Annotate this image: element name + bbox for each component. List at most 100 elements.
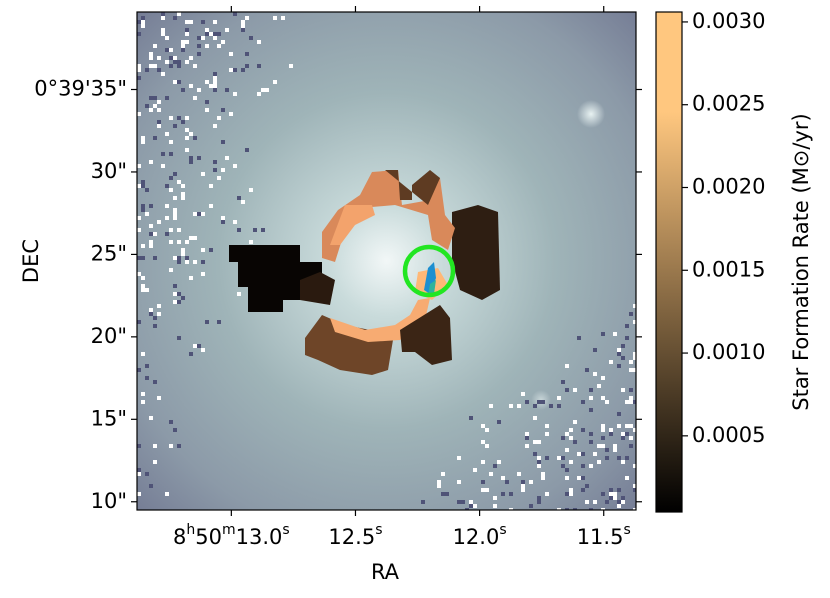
noise-pixel [153,460,157,464]
noise-pixel [245,64,249,68]
noise-pixel [177,12,181,16]
noise-pixel [197,52,201,56]
noise-pixel [213,36,217,40]
noise-pixel [181,88,185,92]
sfr-patch [428,280,436,296]
noise-pixel [617,412,621,416]
noise-pixel [169,176,173,180]
noise-pixel [201,272,205,276]
noise-pixel [189,132,193,136]
noise-pixel [185,136,189,140]
noise-pixel [189,236,193,240]
noise-pixel [221,168,225,172]
noise-pixel [613,492,617,496]
noise-pixel [181,120,185,124]
noise-pixel [437,480,441,484]
noise-pixel [213,80,217,84]
noise-pixel [509,404,513,408]
noise-pixel [481,480,485,484]
noise-pixel [137,228,141,232]
noise-pixel [169,140,173,144]
noise-pixel [569,428,573,432]
noise-pixel [265,88,269,92]
noise-pixel [241,28,245,32]
noise-pixel [165,96,169,100]
noise-pixel [217,32,221,36]
noise-pixel [625,336,629,340]
noise-pixel [149,204,153,208]
noise-pixel [181,44,185,48]
noise-pixel [209,248,213,252]
noise-pixel [633,320,636,324]
noise-pixel [609,496,613,500]
noise-pixel [597,460,601,464]
noise-pixel [573,440,577,444]
noise-pixel [225,156,229,160]
noise-pixel [565,432,569,436]
noise-pixel [257,64,261,68]
noise-pixel [621,344,625,348]
noise-pixel [205,28,209,32]
noise-pixel [237,292,241,296]
noise-pixel [521,488,525,492]
noise-pixel [197,344,201,348]
noise-pixel [205,80,209,84]
noise-pixel [193,260,197,264]
y-axis-label: DEC [19,239,43,283]
noise-pixel [173,216,177,220]
noise-pixel [165,36,169,40]
noise-pixel [169,444,173,448]
noise-pixel [533,416,537,420]
noise-pixel [225,28,229,32]
noise-pixel [589,388,593,392]
noise-pixel [241,200,245,204]
noise-pixel [149,64,153,68]
noise-pixel [153,96,157,100]
noise-pixel [157,56,161,60]
noise-pixel [141,352,145,356]
noise-pixel [609,432,613,436]
noise-pixel [605,456,609,460]
noise-pixel [521,484,525,488]
noise-pixel [177,60,181,64]
noise-pixel [613,448,617,452]
noise-pixel [245,148,249,152]
noise-pixel [141,16,145,20]
noise-pixel [221,108,225,112]
noise-pixel [169,48,173,52]
noise-pixel [157,124,161,128]
noise-pixel [137,256,141,260]
noise-pixel [193,212,197,216]
noise-pixel [149,240,153,244]
noise-pixel [201,20,205,24]
noise-pixel [517,472,521,476]
noise-pixel [537,460,541,464]
galaxy-image [137,12,636,510]
noise-pixel [205,108,209,112]
noise-pixel [205,44,209,48]
noise-pixel [173,212,177,216]
noise-pixel [137,164,141,168]
noise-pixel [165,232,169,236]
noise-pixel [153,104,157,108]
noise-pixel [165,492,169,496]
noise-pixel [593,500,597,504]
noise-pixel [137,20,141,24]
noise-pixel [273,80,277,84]
noise-pixel [585,484,589,488]
noise-pixel [525,432,529,436]
noise-pixel [193,136,197,140]
noise-pixel [145,364,149,368]
noise-pixel [185,32,189,36]
noise-pixel [169,240,173,244]
noise-pixel [249,188,253,192]
noise-pixel [629,368,633,372]
noise-pixel [193,236,197,240]
noise-pixel [169,152,173,156]
noise-pixel [145,472,149,476]
noise-pixel [173,124,177,128]
noise-pixel [141,24,145,28]
noise-pixel [145,376,149,380]
noise-pixel [545,432,549,436]
noise-pixel [557,508,561,510]
